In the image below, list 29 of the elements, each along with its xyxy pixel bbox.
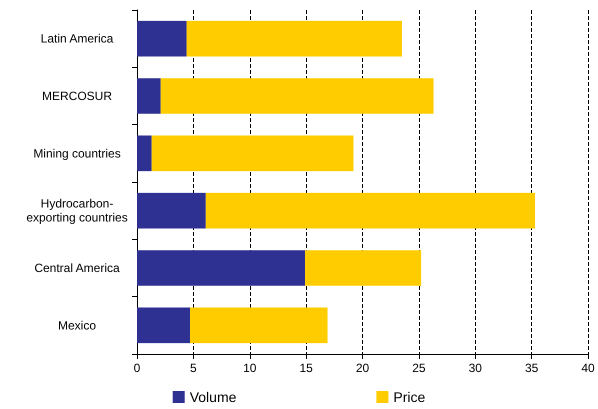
x-tick-label: 20 [356, 361, 370, 375]
bar [305, 250, 422, 286]
x-tick-label: 25 [412, 361, 426, 375]
bar [160, 78, 434, 114]
y-tick-label: Mining countries [33, 146, 121, 160]
legend-label: Price [393, 389, 426, 405]
x-tick-label: 10 [243, 361, 257, 375]
x-tick-label: 30 [468, 361, 482, 375]
bar [137, 20, 187, 56]
x-tick-label: 15 [299, 361, 314, 375]
x-tick-label: 35 [524, 361, 539, 375]
bar [186, 20, 402, 56]
bar [137, 308, 190, 344]
bar [137, 78, 161, 114]
y-tick-label: Hydrocarbon- exporting countries [26, 196, 128, 225]
y-tick-label: MERCOSUR [42, 89, 112, 103]
y-tick-label: Mexico [58, 318, 96, 332]
x-tick-label: 0 [134, 361, 141, 375]
bar [206, 192, 536, 228]
x-tick-label: 5 [190, 361, 198, 375]
bar [137, 136, 152, 172]
legend-label: Volume [190, 389, 237, 405]
bar [190, 308, 328, 344]
y-tick-label: Central America [34, 261, 120, 275]
y-tick-label: Latin America [40, 32, 114, 46]
bar [152, 136, 354, 172]
bar [137, 192, 206, 228]
bar [137, 250, 305, 286]
x-tick-label: 40 [581, 361, 595, 375]
